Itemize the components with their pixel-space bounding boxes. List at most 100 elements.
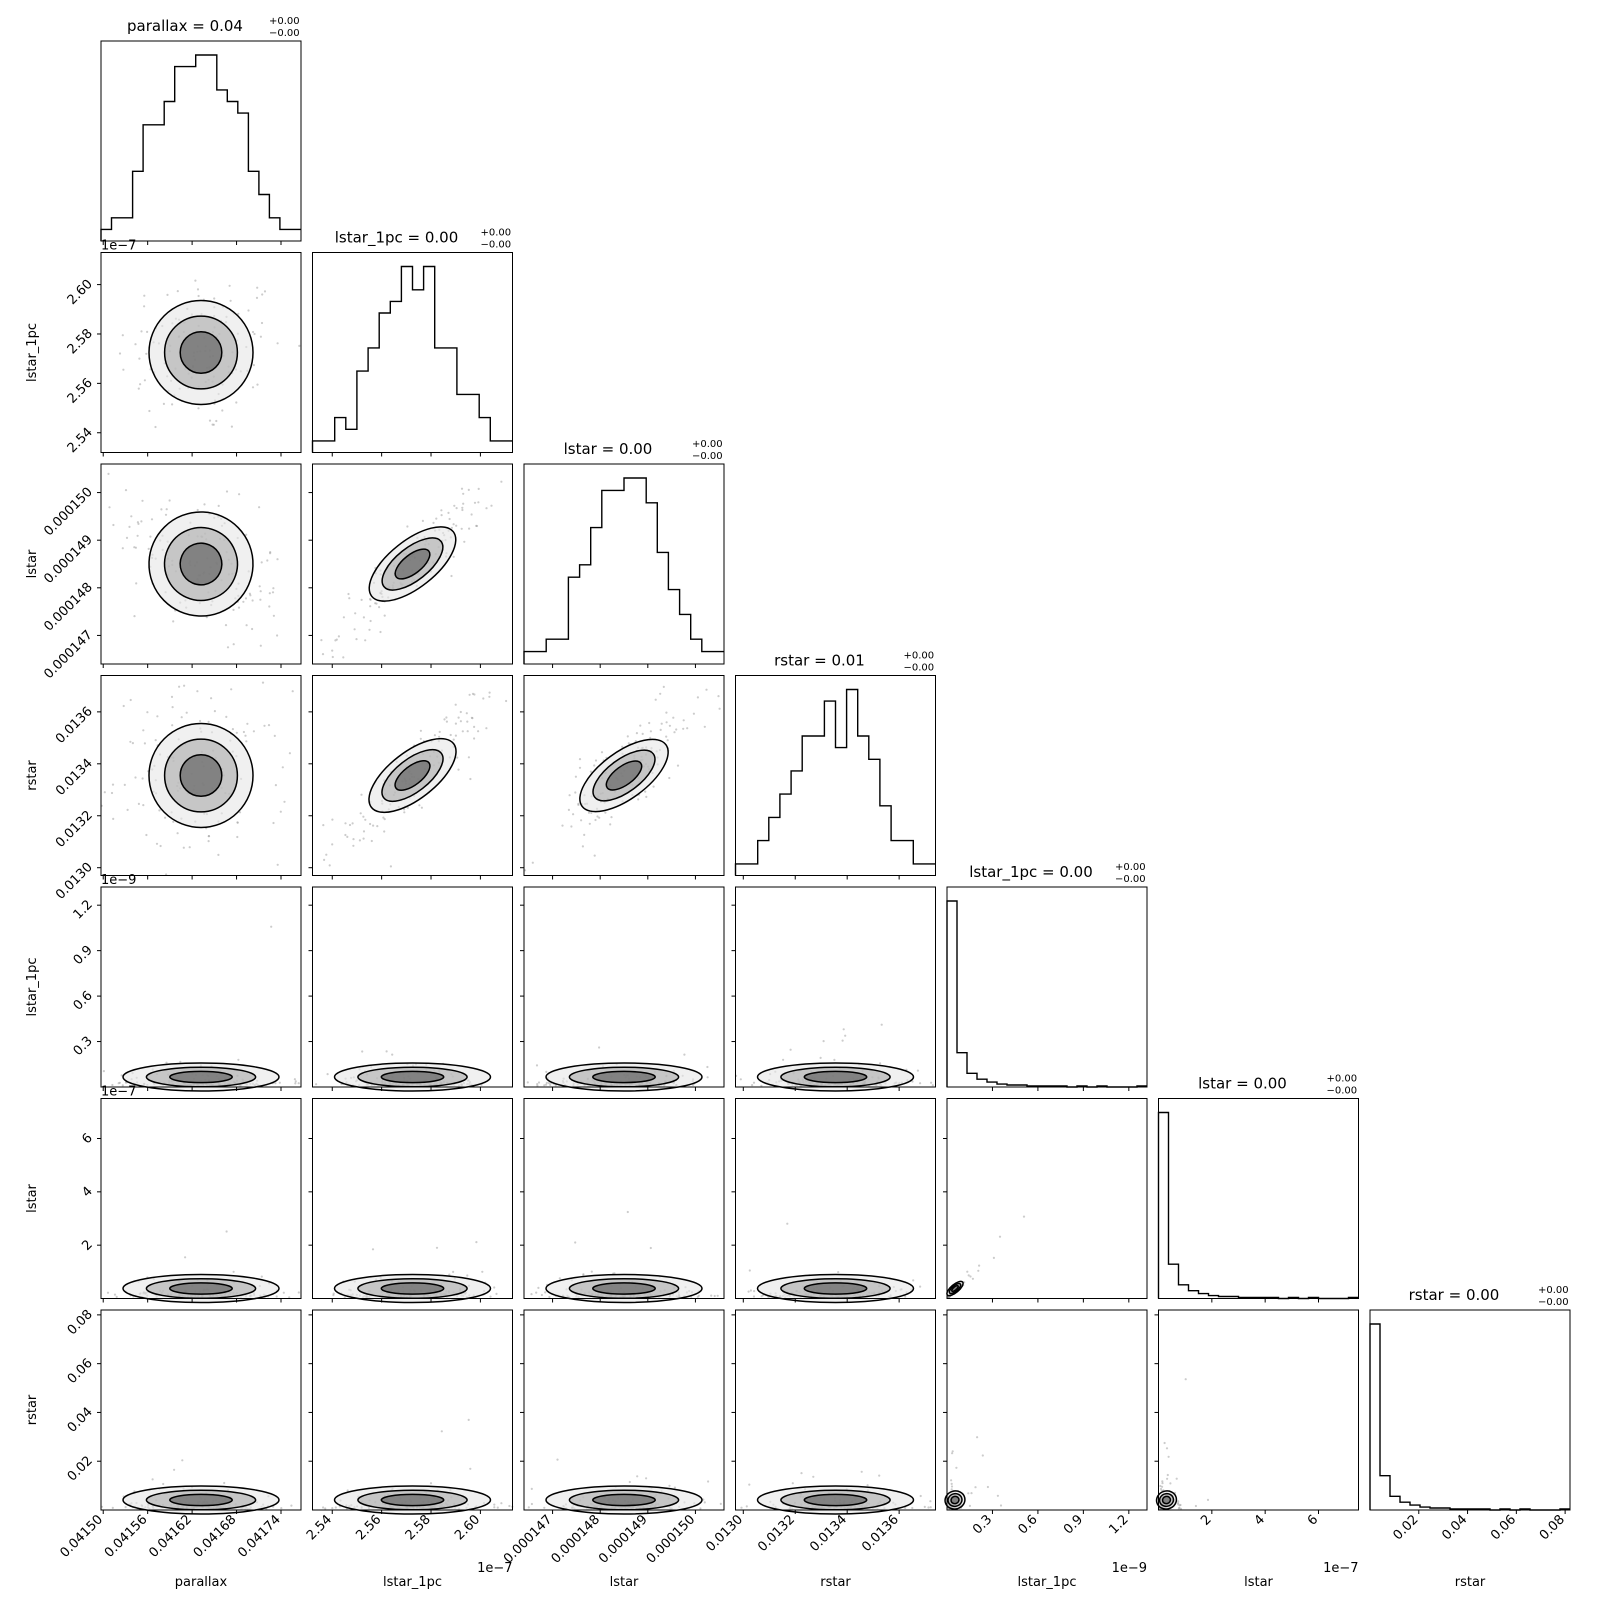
sample-point <box>178 685 181 688</box>
axes-frame <box>523 1309 725 1511</box>
sample-point <box>385 1050 388 1053</box>
x-axis-label: lstar <box>610 1575 639 1590</box>
density-contour <box>179 753 223 798</box>
panel-title: rstar = 0.00 +0.00−0.00 <box>1409 1285 1569 1308</box>
axes-frame <box>735 1309 936 1511</box>
sample-point <box>276 342 279 345</box>
panel-title-text: lstar_1pc = 0.00 <box>969 863 1093 882</box>
axes-frame <box>523 1098 725 1299</box>
sample-point <box>634 740 637 743</box>
sample-point <box>749 1289 753 1292</box>
sample-point <box>628 1480 631 1484</box>
axes-frame <box>1158 1098 1359 1299</box>
x-tick-label: 0.000147 <box>501 1512 555 1566</box>
density-contour <box>179 542 223 586</box>
sample-point <box>992 1256 996 1259</box>
sample-point <box>1177 1500 1180 1503</box>
sample-point <box>465 712 468 715</box>
sample-point <box>703 725 706 728</box>
sample-point <box>226 646 230 649</box>
sample-point <box>536 1083 539 1086</box>
x-tick-label: 0.6 <box>1015 1512 1040 1537</box>
sample-point <box>140 520 143 523</box>
sample-point <box>1159 1487 1163 1491</box>
sample-point <box>259 644 262 647</box>
panel-title: lstar = 0.00 +0.00−0.00 <box>1198 1074 1357 1097</box>
sample-point <box>545 1083 548 1086</box>
axes-frame <box>735 886 936 1088</box>
sample-point <box>477 730 480 733</box>
sample-point <box>626 735 629 738</box>
panel-title: lstar_1pc = 0.00 +0.00−0.00 <box>335 228 511 251</box>
sample-point <box>462 502 465 505</box>
sample-point <box>635 732 639 735</box>
sample-point <box>383 818 386 821</box>
y-tick-label: 0.9 <box>71 943 96 968</box>
sample-point <box>166 293 169 296</box>
sample-point <box>469 777 472 781</box>
density-contour <box>169 1493 233 1507</box>
sample-point <box>703 1501 706 1504</box>
density-contour <box>951 1284 959 1293</box>
sample-point <box>156 715 159 718</box>
axes-frame <box>523 675 725 876</box>
sample-point <box>549 1083 552 1086</box>
y-axis-label: lstar <box>25 1183 40 1212</box>
sample-point <box>275 1295 278 1298</box>
density-contour <box>803 1282 868 1295</box>
sample-point <box>454 722 457 725</box>
sample-point <box>530 1487 533 1490</box>
sample-point <box>115 1295 118 1298</box>
sample-point <box>1206 1498 1210 1501</box>
sample-point <box>331 655 334 659</box>
sample-point <box>355 638 358 641</box>
x-tick-label: 0.0136 <box>859 1512 902 1555</box>
y-axis-label: lstar <box>25 549 40 578</box>
title-lower-error: −0.00 <box>1327 1086 1358 1097</box>
y-tick-label: 4 <box>79 1184 95 1200</box>
sample-point <box>113 1293 117 1296</box>
sample-point <box>150 518 154 521</box>
sample-point <box>283 800 286 803</box>
sample-point <box>967 1492 970 1495</box>
sample-point <box>440 1430 443 1433</box>
y-tick-label: 0.000148 <box>41 580 95 634</box>
x-tick-label: 0.04174 <box>235 1512 284 1561</box>
sample-point <box>228 284 231 287</box>
sample-point <box>665 735 668 738</box>
title-upper-error: +0.00 <box>904 651 935 662</box>
sample-point <box>343 1296 346 1299</box>
sample-point <box>146 711 149 714</box>
axes-frame <box>100 675 302 876</box>
sample-point <box>237 1058 240 1061</box>
sample-point <box>588 822 591 825</box>
axes-frame <box>312 675 513 876</box>
sample-point <box>110 791 114 795</box>
sample-point <box>752 1295 756 1298</box>
sample-point <box>121 1084 124 1087</box>
sample-point <box>470 513 473 516</box>
sample-point <box>457 716 460 719</box>
sample-point <box>207 840 210 843</box>
sample-point <box>179 1060 182 1063</box>
histogram-line <box>1369 1323 1570 1511</box>
sample-point <box>904 1506 907 1509</box>
sample-point <box>971 1277 975 1280</box>
sample-point <box>164 816 167 819</box>
x-axis-label: parallax <box>175 1575 228 1590</box>
sample-point <box>473 501 477 504</box>
sample-point <box>143 294 146 297</box>
sample-point <box>493 1286 496 1289</box>
sample-point <box>967 1274 970 1277</box>
sample-point <box>231 728 234 731</box>
sample-point <box>966 1270 969 1273</box>
sample-point <box>282 1291 285 1294</box>
y-tick-label: 6 <box>79 1131 95 1147</box>
sample-point <box>143 379 146 382</box>
sample-point <box>256 383 259 386</box>
x-tick-label: 0.000149 <box>596 1512 650 1566</box>
sample-point <box>568 794 571 797</box>
sample-point <box>278 1081 281 1084</box>
sample-point <box>270 925 273 928</box>
sample-point <box>676 764 680 767</box>
